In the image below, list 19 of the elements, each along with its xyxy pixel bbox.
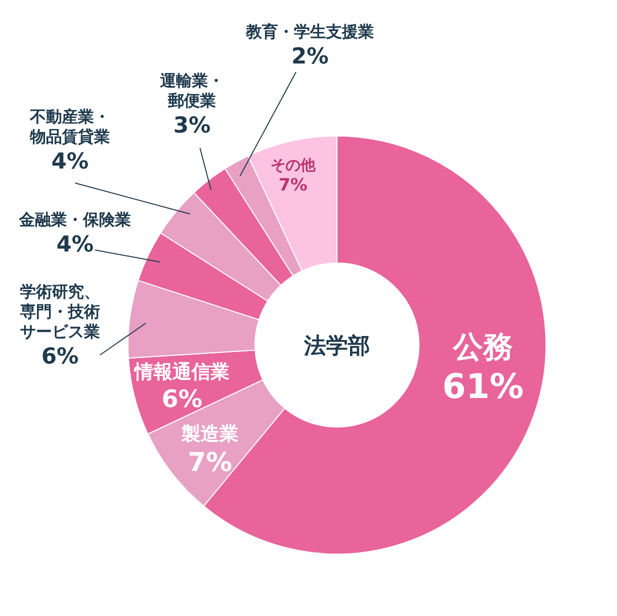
text: 法学部 — [303, 333, 370, 359]
data-label: 2% — [291, 44, 329, 70]
slice-label: 学術研究、専門・技術サービス業 — [19, 282, 100, 341]
slice-label: 不動産業・物品賃貸業 — [29, 107, 110, 146]
data-label: 4% — [51, 149, 89, 174]
data-label: 6% — [41, 344, 79, 370]
slice-label: 教育・学生支援業 — [245, 22, 374, 41]
slice-label: 製造業 — [180, 423, 238, 445]
data-label: 61% — [442, 366, 524, 407]
slice-label: 公務 — [452, 330, 513, 365]
data-label: 4% — [56, 232, 94, 258]
slice-label: 金融業・保険業 — [18, 210, 131, 229]
slice-label: 運輸業・郵便業 — [159, 71, 224, 110]
data-label: 6% — [162, 384, 202, 413]
data-label: 7% — [278, 175, 308, 196]
slice-label: その他 — [270, 156, 316, 174]
data-label: 7% — [188, 448, 232, 478]
slice-label: 情報通信業 — [134, 361, 230, 383]
data-label: 3% — [173, 113, 211, 138]
